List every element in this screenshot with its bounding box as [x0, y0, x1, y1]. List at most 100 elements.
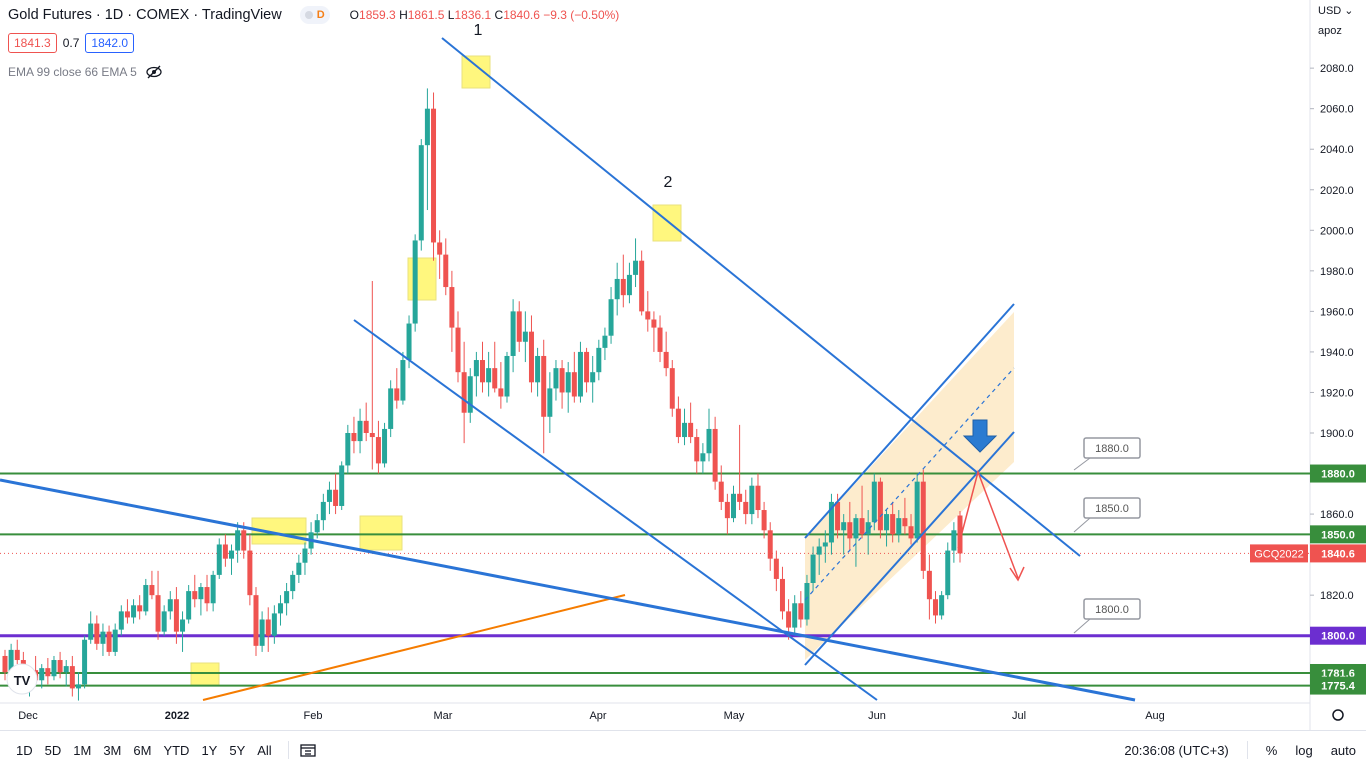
- candle-body: [369, 433, 375, 438]
- chart-canvas[interactable]: 2080.0 2060.0 2040.0 2020.0 2000.0 1980.0 1960…: [0, 0, 1366, 730]
- candle-body: [516, 311, 522, 342]
- callout-box: [1083, 598, 1141, 620]
- candle-body: [535, 355, 541, 383]
- candle-body: [804, 582, 810, 620]
- eye-hidden-icon[interactable]: [145, 65, 163, 79]
- tf-button[interactable]: 5D: [44, 742, 62, 758]
- calendar-range-icon[interactable]: [299, 742, 317, 758]
- ohlc-values: O1859.3 H1861.5 L1836.1 C1840.6 −9.3 (−0…: [350, 8, 620, 22]
- price-label-tag: [1310, 676, 1366, 695]
- auto-toggle[interactable]: auto: [1330, 742, 1356, 758]
- candle-body: [277, 603, 283, 614]
- candle-body: [939, 595, 945, 616]
- candle-body: [798, 603, 804, 620]
- candle-body: [871, 481, 877, 523]
- x-tick-label: Apr: [589, 710, 606, 722]
- tf-button[interactable]: 3M: [103, 742, 122, 758]
- candle-body: [706, 428, 712, 454]
- candle-body: [137, 605, 143, 612]
- currency-selector[interactable]: USD ⌄: [1318, 4, 1354, 17]
- candle-body: [528, 331, 534, 383]
- candle-body: [908, 526, 914, 539]
- price-label-tag: [1310, 525, 1366, 544]
- highlight-box: [461, 55, 491, 89]
- spread-value: 0.7: [62, 36, 80, 50]
- price-label-text: 1775.4: [1321, 681, 1356, 693]
- blue-trendline: [441, 37, 1081, 557]
- gear-icon: [1332, 709, 1344, 721]
- candle-body: [271, 613, 277, 636]
- sell-price-button[interactable]: 1841.3: [8, 33, 57, 53]
- candle-body: [810, 554, 816, 583]
- symbol-tag: [1250, 544, 1308, 563]
- candle-body: [847, 522, 853, 539]
- candle-body: [504, 355, 510, 397]
- candle-body: [547, 388, 553, 417]
- percent-toggle[interactable]: %: [1265, 742, 1278, 758]
- y-tick-label: 1920.0: [1320, 387, 1354, 399]
- candle-body: [106, 631, 112, 652]
- candle-body: [553, 368, 559, 389]
- user-label: apoz: [1318, 25, 1342, 37]
- candle-body: [841, 522, 847, 531]
- candle-body: [265, 619, 271, 636]
- candle-body: [124, 611, 130, 618]
- candle-body: [284, 591, 290, 604]
- ohlc-key: O: [349, 8, 360, 22]
- timeframe-list: 1D 5D 1M 3M 6M YTD 1Y 5Y All: [10, 741, 317, 759]
- candle-body: [853, 518, 859, 539]
- candle-body: [131, 605, 137, 618]
- candle-body: [198, 587, 204, 600]
- highlight-box: [359, 515, 403, 551]
- candle-body: [388, 388, 394, 429]
- y-tick-label: 1940.0: [1320, 347, 1354, 359]
- ohlc-key: C: [494, 8, 504, 22]
- candle-body: [161, 611, 167, 632]
- tf-button[interactable]: 6M: [133, 742, 152, 758]
- candle-body: [247, 550, 253, 596]
- candle-body: [192, 591, 198, 600]
- candle-body: [333, 489, 339, 506]
- candle-body: [326, 489, 332, 502]
- clock[interactable]: 20:36:08 (UTC+3): [1124, 742, 1229, 758]
- candle-body: [229, 550, 235, 559]
- tf-button[interactable]: 5Y: [229, 742, 246, 758]
- candle-body: [339, 465, 345, 506]
- tf-button[interactable]: YTD: [163, 742, 190, 758]
- candle-body: [75, 684, 81, 689]
- x-tick-label: Jun: [868, 710, 886, 722]
- log-toggle[interactable]: log: [1295, 742, 1313, 758]
- callout-label: 1850.0: [1095, 503, 1129, 515]
- price-axis: [1310, 0, 1366, 730]
- status-dot-icon: [304, 11, 313, 19]
- candle-body: [461, 372, 467, 413]
- candle-body: [143, 585, 149, 612]
- ohlc-key: L: [447, 8, 455, 22]
- tf-button[interactable]: All: [257, 742, 272, 758]
- candle-body: [210, 574, 216, 604]
- candle-body: [761, 510, 767, 531]
- tf-button[interactable]: 1M: [73, 742, 92, 758]
- buy-price-button[interactable]: 1842.0: [85, 33, 135, 53]
- tf-button[interactable]: 1Y: [201, 742, 218, 758]
- y-tick-label: 1960.0: [1320, 306, 1354, 318]
- callout-label: 1800.0: [1095, 604, 1129, 616]
- tf-button[interactable]: 1D: [16, 742, 33, 758]
- price-label-text: 1800.0: [1321, 631, 1355, 643]
- tradingview-logo-icon: [6, 663, 38, 695]
- timeframe-badge[interactable]: D: [299, 6, 330, 24]
- candle-body: [173, 599, 179, 632]
- candle-body: [259, 619, 265, 646]
- candle-body: [39, 668, 45, 681]
- callout-box: [1083, 497, 1141, 519]
- candle-body: [186, 591, 192, 620]
- indicator-label[interactable]: EMA 99 close 66 EMA 5: [8, 65, 137, 79]
- candle-body: [424, 108, 430, 146]
- candle-body: [541, 355, 547, 417]
- candle-body: [951, 530, 957, 551]
- candle-body: [663, 351, 669, 369]
- candle-body: [590, 372, 596, 383]
- candle-body: [118, 611, 124, 630]
- candle-body: [602, 335, 608, 348]
- candle-body: [730, 493, 736, 519]
